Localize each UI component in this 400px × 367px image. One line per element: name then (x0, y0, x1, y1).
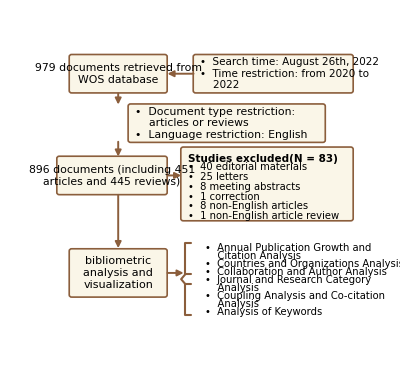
Text: Citation Analysis: Citation Analysis (205, 251, 301, 261)
FancyBboxPatch shape (128, 104, 325, 142)
FancyBboxPatch shape (181, 147, 353, 221)
FancyBboxPatch shape (69, 54, 167, 93)
Text: •  Search time: August 26th, 2022
•  Time restriction: from 2020 to
    2022: • Search time: August 26th, 2022 • Time … (200, 57, 379, 90)
Text: •  25 letters: • 25 letters (188, 172, 248, 182)
Text: •  1 non-English article review: • 1 non-English article review (188, 211, 339, 221)
Text: •  Coupling Analysis and Co-citation: • Coupling Analysis and Co-citation (205, 291, 385, 301)
FancyBboxPatch shape (193, 54, 353, 93)
Text: •  40 editorial materials: • 40 editorial materials (188, 162, 307, 172)
Text: Analysis: Analysis (205, 299, 259, 309)
Text: •  Countries and Organizations Analysis: • Countries and Organizations Analysis (205, 259, 400, 269)
Text: 979 documents retrieved from
WOS database: 979 documents retrieved from WOS databas… (35, 63, 202, 84)
FancyBboxPatch shape (69, 249, 167, 297)
Text: Analysis: Analysis (205, 283, 259, 293)
Text: 896 documents (including 451
articles and 445 reviews): 896 documents (including 451 articles an… (29, 165, 195, 186)
Text: Studies excluded(N = 83): Studies excluded(N = 83) (188, 155, 338, 164)
Text: •  1 correction: • 1 correction (188, 192, 260, 201)
Text: •  Annual Publication Growth and: • Annual Publication Growth and (205, 243, 371, 253)
Text: •  Analysis of Keywords: • Analysis of Keywords (205, 306, 322, 317)
Text: •  Collaboration and Author Analysis: • Collaboration and Author Analysis (205, 267, 387, 277)
Text: bibliometric
analysis and
visualization: bibliometric analysis and visualization (83, 256, 153, 290)
Text: •  Journal and Research Category: • Journal and Research Category (205, 275, 371, 285)
Text: •  8 meeting abstracts: • 8 meeting abstracts (188, 182, 300, 192)
FancyBboxPatch shape (57, 156, 167, 195)
Text: •  8 non-English articles: • 8 non-English articles (188, 201, 308, 211)
Text: •  Document type restriction:
    articles or reviews
•  Language restriction: E: • Document type restriction: articles or… (135, 106, 308, 140)
